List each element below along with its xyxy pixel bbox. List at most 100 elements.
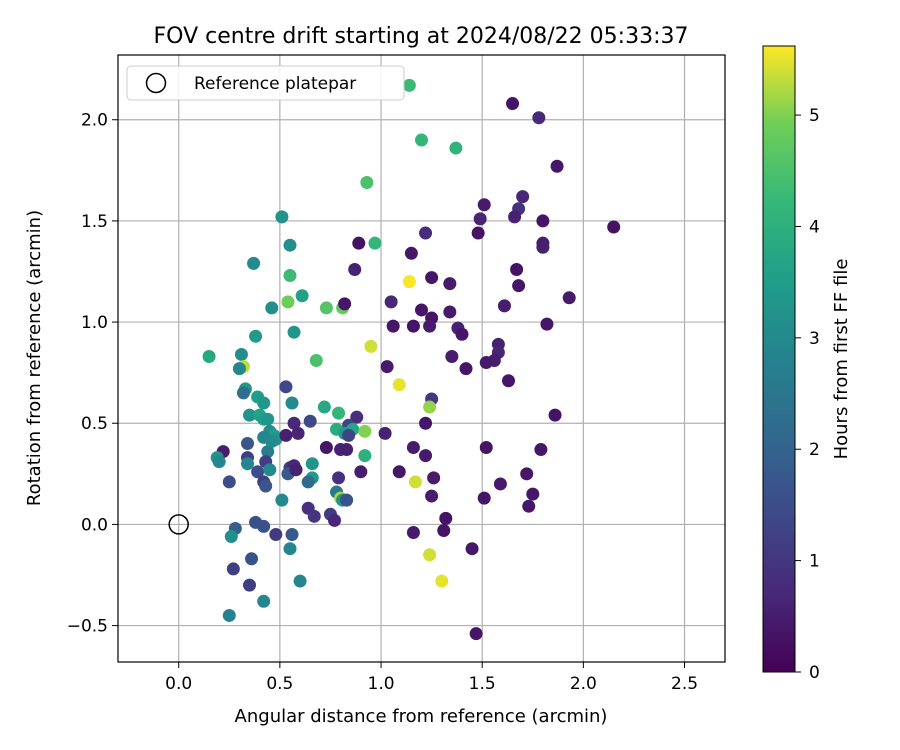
data-point — [477, 491, 491, 505]
data-point — [222, 608, 236, 622]
data-point — [406, 441, 420, 455]
data-point — [378, 426, 392, 440]
data-point — [408, 475, 422, 489]
data-point — [245, 552, 259, 566]
data-point — [479, 356, 493, 370]
data-point — [293, 574, 307, 588]
data-point — [406, 319, 420, 333]
data-point — [350, 410, 364, 424]
data-point — [386, 319, 400, 333]
y-axis-ticks: −0.5 0.0 0.5 1.0 1.5 2.0 — [67, 111, 118, 637]
data-point — [279, 380, 293, 394]
data-point — [425, 271, 439, 285]
data-point — [269, 528, 283, 542]
data-point — [427, 471, 441, 485]
data-point — [449, 141, 463, 155]
data-point — [520, 467, 534, 481]
data-point — [526, 487, 540, 501]
data-point — [443, 305, 457, 319]
x-tick-label: 2.5 — [671, 674, 698, 694]
data-point — [319, 301, 333, 315]
data-point — [301, 475, 315, 489]
x-tick-label: 2.0 — [570, 674, 597, 694]
y-tick-label: 1.0 — [81, 313, 108, 333]
data-point — [332, 471, 346, 485]
data-point — [265, 434, 279, 448]
reference-platepar-marker — [168, 514, 189, 535]
data-point — [285, 528, 299, 542]
data-point — [281, 295, 295, 309]
data-point — [247, 256, 261, 270]
data-point — [423, 319, 437, 333]
data-point — [415, 303, 428, 317]
data-point — [234, 347, 248, 361]
data-point — [303, 414, 317, 428]
colorbar — [762, 45, 796, 673]
data-point — [406, 526, 420, 540]
data-point — [479, 441, 493, 455]
data-point — [508, 210, 522, 224]
data-point — [455, 327, 469, 341]
data-point — [439, 511, 453, 525]
data-point — [497, 299, 511, 313]
data-point — [465, 542, 479, 556]
data-point — [265, 301, 279, 315]
colorbar-ticks: 0 1 2 3 4 5 — [795, 106, 820, 683]
data-point — [354, 465, 368, 479]
data-point — [283, 542, 297, 556]
data-point — [493, 477, 507, 491]
y-tick-label: 0.0 — [81, 515, 108, 535]
data-point — [419, 226, 433, 240]
data-point — [340, 493, 354, 507]
y-tick-label: −0.5 — [67, 617, 108, 637]
data-point — [257, 519, 271, 533]
data-point — [295, 289, 309, 303]
data-point — [522, 499, 536, 513]
data-point — [279, 428, 293, 442]
y-tick-label: 2.0 — [81, 111, 108, 131]
colorbar-tick-label: 3 — [809, 329, 820, 349]
data-point — [392, 378, 406, 392]
data-point — [360, 175, 374, 189]
data-point — [548, 408, 562, 422]
legend: Reference platepar — [126, 65, 405, 101]
data-point — [342, 428, 356, 442]
data-point — [358, 449, 372, 463]
colorbar-tick-label: 0 — [809, 663, 820, 683]
data-point — [334, 443, 348, 457]
data-point — [275, 493, 289, 507]
data-point — [289, 463, 303, 477]
data-point — [368, 236, 382, 250]
x-tick-label: 0.5 — [266, 674, 293, 694]
data-point — [532, 111, 546, 125]
data-point — [240, 436, 254, 450]
data-point — [550, 159, 564, 173]
data-point — [309, 354, 323, 368]
y-tick-label: 1.5 — [81, 212, 108, 232]
data-point — [510, 262, 524, 276]
data-point — [423, 548, 437, 562]
plot-frame — [117, 54, 726, 663]
x-tick-label: 1.5 — [469, 674, 496, 694]
data-point — [263, 463, 277, 477]
data-point — [202, 349, 216, 363]
data-point — [512, 279, 526, 293]
data-point — [540, 317, 554, 331]
data-point — [402, 78, 416, 92]
data-point — [469, 627, 483, 641]
data-point — [425, 489, 439, 503]
data-point — [251, 465, 265, 479]
data-point — [291, 426, 305, 440]
colorbar-tick-label: 1 — [809, 552, 820, 572]
x-tick-label: 1.0 — [368, 674, 395, 694]
data-point — [419, 416, 433, 430]
data-point — [275, 210, 289, 224]
data-point — [224, 530, 238, 544]
colorbar-tick-label: 5 — [809, 106, 820, 126]
data-point — [327, 513, 341, 527]
x-axis-ticks: 0.0 0.5 1.0 1.5 2.0 2.5 — [165, 662, 698, 694]
data-point — [348, 262, 362, 276]
data-point — [536, 240, 550, 254]
data-point — [226, 562, 240, 576]
